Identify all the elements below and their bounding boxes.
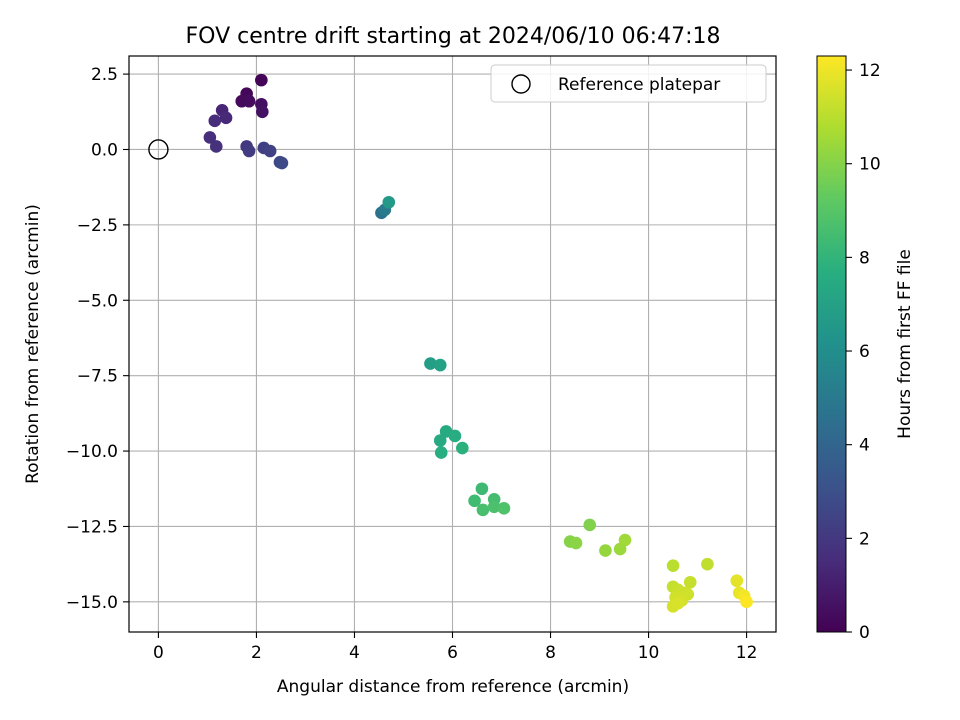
grid-lines [129,56,776,632]
y-tick-label: −5.0 [77,291,118,311]
data-point [242,144,256,158]
colorbar-tick-label: 0 [859,623,870,643]
x-axis-ticks: 0 2 4 6 8 10 12 [153,632,757,663]
y-tick-label: −10.0 [66,442,118,462]
data-point [740,595,753,609]
data-point [434,446,448,459]
reference-marker [148,139,169,160]
y-axis-label: Rotation from reference (arcmin) [23,204,43,484]
data-point [208,114,222,128]
colorbar-tick-label: 2 [859,529,870,549]
data-point [569,536,583,550]
data-point [242,94,256,108]
data-point [219,111,233,125]
data-point [618,533,632,547]
y-tick-label: 0.0 [91,140,118,160]
legend: Reference platepar [490,64,767,103]
data-point [475,482,489,496]
data-point [599,544,612,557]
colorbar [816,55,847,633]
reference-layer [148,139,169,160]
data-point [263,144,277,158]
scatter-points [203,73,753,613]
data-point [468,494,481,508]
data-point [730,574,744,588]
data-point [476,503,490,517]
data-point [275,156,289,170]
legend-box [490,64,767,103]
colorbar-label: Hours from first FF file [895,249,915,439]
colorbar-tick-label: 8 [859,248,870,268]
legend-label: Reference platepar [558,75,720,95]
data-point [701,557,714,571]
data-point [487,500,501,514]
data-point [683,575,697,589]
data-point [256,105,269,119]
data-point [382,195,396,209]
y-tick-label: 2.5 [91,65,118,85]
data-point [203,131,217,144]
data-point [255,73,268,87]
x-tick-label: 8 [545,643,556,663]
legend-reference-marker [511,74,531,94]
colorbar-tick-label: 12 [859,61,881,81]
data-point [497,502,511,515]
x-tick-label: 10 [638,643,660,663]
data-point [671,597,685,610]
data-point [666,559,680,572]
chart-title: FOV centre drift starting at 2024/06/10 … [186,24,721,49]
data-point [433,434,447,447]
colorbar-tick-label: 4 [859,436,870,456]
x-axis-label: Angular distance from reference (arcmin) [277,677,629,697]
y-tick-label: −15.0 [66,593,118,613]
x-tick-label: 12 [736,643,758,663]
colorbar-tick-label: 6 [859,342,870,362]
y-tick-label: −12.5 [66,517,118,537]
x-tick-label: 2 [251,643,262,663]
data-point [583,518,597,532]
x-tick-label: 4 [349,643,360,663]
colorbar-ticks: 0 2 4 6 8 10 12 [846,61,881,643]
x-tick-label: 0 [153,643,164,663]
data-point [209,140,223,153]
y-tick-label: −2.5 [77,216,118,236]
data-point [433,358,447,372]
data-point [424,357,437,370]
y-tick-label: −7.5 [77,367,118,387]
x-tick-label: 6 [447,643,458,663]
data-point [456,441,469,455]
data-point [448,429,462,443]
y-axis-ticks: 2.5 0.0 −2.5 −5.0 −7.5 −10.0 −12.5 −15.0 [66,65,129,613]
colorbar-tick-label: 10 [859,155,881,175]
